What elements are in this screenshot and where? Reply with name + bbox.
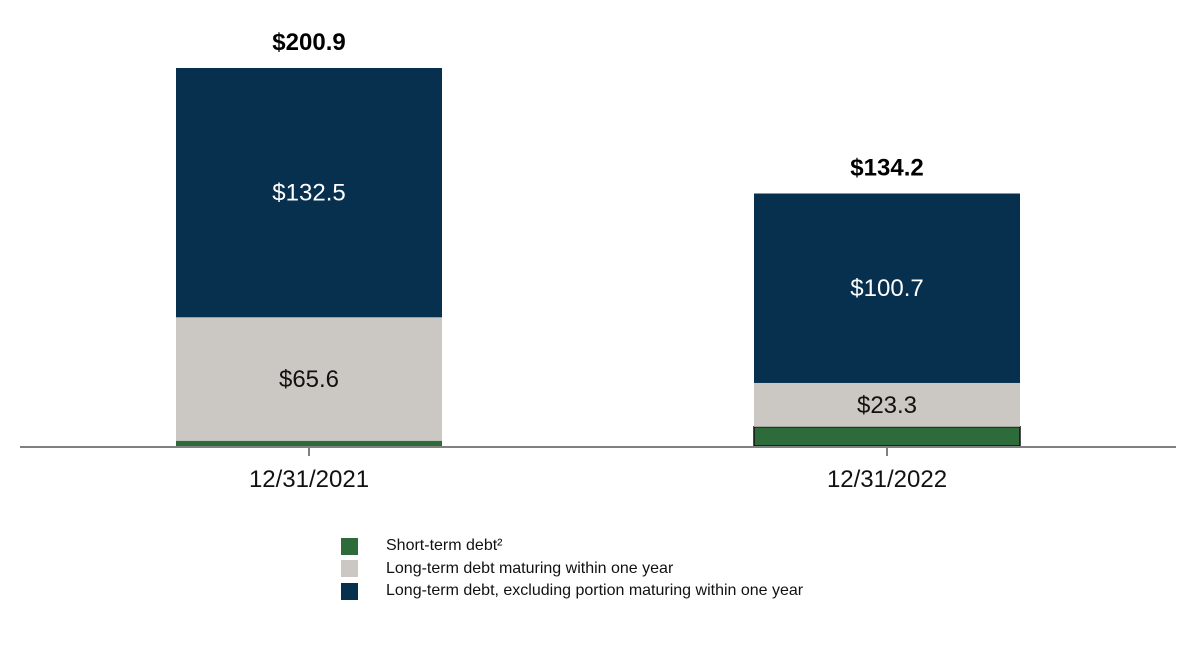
legend-swatch-2: [341, 582, 358, 600]
segment-label-s1-c0: $65.6: [279, 366, 339, 393]
legend-swatch-0: [341, 537, 358, 555]
legend-label-0: Short-term debt²: [386, 537, 503, 555]
legend-label-1: Long-term debt maturing within one year: [386, 559, 674, 577]
legend-item-0: Short-term debt²: [341, 535, 803, 558]
total-label-c0: $200.9: [272, 29, 345, 56]
x-tick-label-c0: 12/31/2021: [249, 466, 369, 493]
bar-segment-s2-c1: [754, 193, 1020, 383]
bar-segment-s1-c1: [754, 382, 1020, 427]
legend: Short-term debt² Long-term debt maturing …: [341, 535, 803, 603]
bar-segment-s0-c1: [753, 426, 1021, 447]
x-tick-label-c1: 12/31/2022: [827, 466, 947, 493]
total-labels-group: $200.9 $134.2: [272, 29, 923, 181]
segment-label-s1-c1: $23.3: [857, 392, 917, 419]
bar-segment-s2-c0: [176, 68, 442, 318]
segment-label-s2-c0: $132.5: [272, 180, 345, 207]
segment-labels-group: $65.6 $132.5 $23.3 $100.7: [272, 180, 923, 419]
bars-group: [176, 68, 1021, 447]
legend-label-2: Long-term debt, excluding portion maturi…: [386, 582, 804, 600]
legend-swatch-1: [341, 560, 358, 578]
x-axis-tick-labels-group: 12/31/2021 12/31/2022: [249, 466, 947, 493]
legend-item-1: Long-term debt maturing within one year: [341, 558, 803, 581]
segment-label-s2-c1: $100.7: [850, 275, 923, 302]
bar-segment-s1-c0: [176, 317, 442, 441]
bar-segment-s0-c0: [176, 440, 442, 446]
legend-item-2: Long-term debt, excluding portion maturi…: [341, 580, 803, 603]
total-label-c1: $134.2: [850, 154, 923, 181]
x-axis-ticks-group: [308, 446, 888, 456]
